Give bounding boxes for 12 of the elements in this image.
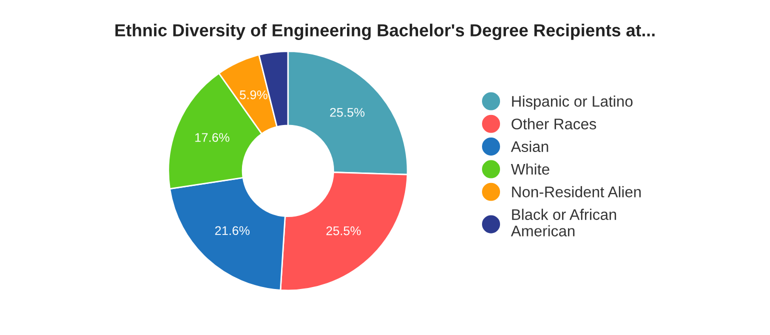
data-label: 25.5% — [330, 108, 364, 117]
legend-label: Asian — [510, 140, 548, 152]
data-label: 25.5% — [326, 226, 361, 236]
legend-label: Other Races — [512, 118, 596, 130]
legend-label: Non-Resident Alien — [512, 186, 641, 198]
data-label: 17.6% — [195, 133, 230, 142]
legend-label: Black or African American — [510, 208, 616, 236]
chart-title: Ethnic Diversity of Engineering Bachelor's Degree Recipients at... — [115, 24, 655, 40]
data-label: 5.9% — [240, 90, 268, 100]
data-label: 21.6% — [215, 226, 250, 236]
legend-label: White — [510, 163, 550, 175]
legend-label: Hispanic or Latino — [512, 96, 633, 110]
